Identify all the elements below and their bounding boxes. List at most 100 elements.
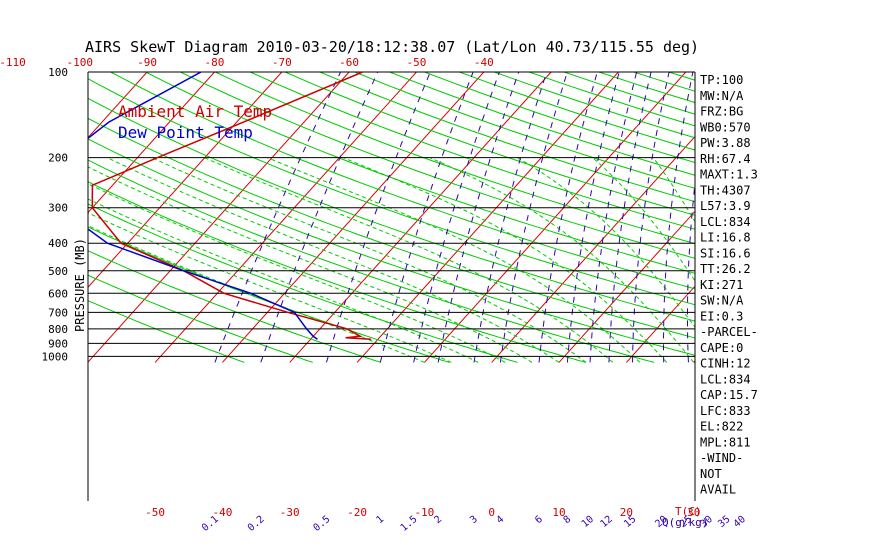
mixing-ratio-label: 6	[533, 514, 545, 526]
isotherm-line	[0, 72, 13, 362]
dry-adiabat-line	[773, 72, 870, 362]
stability-index: AVAIL	[700, 483, 736, 497]
moist-adiabat-line	[429, 157, 695, 363]
pressure-tick-label: 1000	[42, 350, 69, 363]
dry-adiabat-line	[88, 274, 313, 363]
mixing-ratio-line	[379, 72, 474, 363]
pressure-tick-label: 100	[48, 66, 68, 79]
pressure-tick-label: 800	[48, 323, 68, 336]
moist-adiabat-line	[151, 157, 587, 363]
mixing-ratio-label: 0.5	[312, 514, 333, 534]
stability-index: CAP:15.7	[700, 388, 758, 402]
dry-adiabat-line	[88, 117, 695, 339]
dry-adiabat-line	[88, 250, 382, 363]
stability-index: MW:N/A	[700, 89, 744, 103]
dew-point-profile	[88, 72, 318, 340]
mixing-ratio-line	[260, 72, 379, 363]
stability-index: -PARCEL-	[700, 325, 758, 339]
top-temp-tick-label: -90	[137, 56, 157, 69]
isotherm-line	[88, 72, 350, 363]
mixing-ratio-line	[687, 179, 695, 363]
pressure-tick-label: 300	[48, 202, 68, 215]
mixing-ratio-label: 1	[375, 514, 387, 526]
legend-dew-point: Dew Point Temp	[118, 123, 253, 142]
isotherm-line	[88, 72, 148, 139]
mixing-ratio-label: 10	[580, 514, 596, 530]
bottom-temp-tick-label: 10	[552, 506, 565, 519]
isotherm-line	[761, 72, 870, 362]
stability-index: KI:271	[700, 278, 743, 292]
stability-index: L57:3.9	[700, 199, 751, 213]
pressure-tick-label: 200	[48, 152, 68, 165]
dry-adiabat-line	[180, 72, 695, 259]
mixing-ratio-label: 3	[468, 514, 480, 526]
top-temp-tick-label: -70	[272, 56, 292, 69]
dry-adiabat-line	[88, 181, 586, 363]
stability-index: LFC:833	[700, 404, 751, 418]
temp-unit-label: T(C)	[675, 505, 702, 518]
mixing-ratio-line	[632, 72, 670, 363]
moist-adiabat-line	[267, 157, 641, 363]
mixing-ratio-unit-label: Q(g/kg)	[662, 516, 708, 529]
moist-adiabat-line	[88, 166, 533, 363]
mixing-ratio-label: 4	[495, 514, 507, 526]
moist-adiabat-line	[88, 198, 479, 363]
moist-adiabat-line	[517, 157, 695, 329]
isotherm-line	[356, 72, 619, 363]
stability-index: TT:26.2	[700, 262, 751, 276]
isotherm-line	[222, 72, 485, 363]
mixing-ratio-line	[413, 72, 500, 363]
dry-adiabat-line	[494, 72, 695, 139]
chart-title: AIRS SkewT Diagram 2010-03-20/18:12:38.0…	[85, 38, 699, 56]
dry-adiabat-line	[88, 78, 695, 306]
dry-adiabat-line	[110, 72, 695, 290]
top-temp-tick-label: -50	[407, 56, 427, 69]
mixing-ratio-label: 0.2	[246, 514, 267, 534]
pressure-tick-label: 700	[48, 306, 68, 319]
stability-index: LI:16.8	[700, 231, 751, 245]
bottom-temp-tick-label: 20	[620, 506, 633, 519]
bottom-temp-tick-label: -10	[414, 506, 434, 519]
dry-adiabat-line	[668, 72, 695, 81]
dry-adiabat-line	[633, 72, 695, 92]
mixing-ratio-label: 35	[716, 514, 732, 530]
pressure-tick-label: 900	[48, 337, 68, 350]
bottom-temp-tick-label: -30	[280, 506, 300, 519]
mixing-ratio-label: 40	[732, 514, 748, 530]
top-temp-tick-label: -60	[339, 56, 359, 69]
mixing-ratio-line	[538, 72, 598, 363]
dry-adiabat-line	[88, 159, 655, 363]
dry-adiabat-line	[88, 300, 245, 363]
moist-adiabat-line	[88, 212, 452, 363]
mixing-ratio-label: 2	[432, 514, 444, 526]
dry-adiabat-line	[738, 72, 870, 362]
mixing-ratio-line	[473, 72, 548, 363]
isotherm-line	[828, 72, 870, 362]
pressure-tick-label: 600	[48, 287, 68, 300]
y-axis-label: PRESSURE (MB)	[73, 238, 87, 332]
top-temp-tick-label: -40	[474, 56, 494, 69]
mixing-ratio-line	[663, 72, 694, 363]
dry-adiabat-line	[88, 138, 695, 356]
dry-adiabat-line	[319, 72, 695, 203]
mixing-ratio-line	[566, 72, 620, 363]
dry-adiabat-line	[354, 72, 695, 189]
top-temp-tick-label: -80	[205, 56, 225, 69]
dry-adiabat-line	[459, 72, 695, 151]
stability-index: FRZ:BG	[700, 105, 743, 119]
isotherm-line	[289, 72, 552, 363]
stability-index: PW:3.88	[700, 136, 751, 150]
stability-index: SW:N/A	[700, 294, 744, 308]
pressure-tick-label: 500	[48, 265, 68, 278]
stability-index: LCL:834	[700, 372, 751, 386]
dry-adiabat-line	[88, 226, 450, 363]
stability-index: SI:16.6	[700, 246, 751, 260]
mixing-ratio-line	[326, 72, 431, 363]
dry-adiabat-line	[145, 72, 695, 274]
dry-adiabat-line	[88, 97, 695, 322]
legend-air-temp: Ambient Air Temp	[118, 102, 272, 121]
bottom-temp-tick-label: -40	[212, 506, 232, 519]
isotherm-line	[558, 210, 695, 363]
stability-index: NOT	[700, 467, 722, 481]
